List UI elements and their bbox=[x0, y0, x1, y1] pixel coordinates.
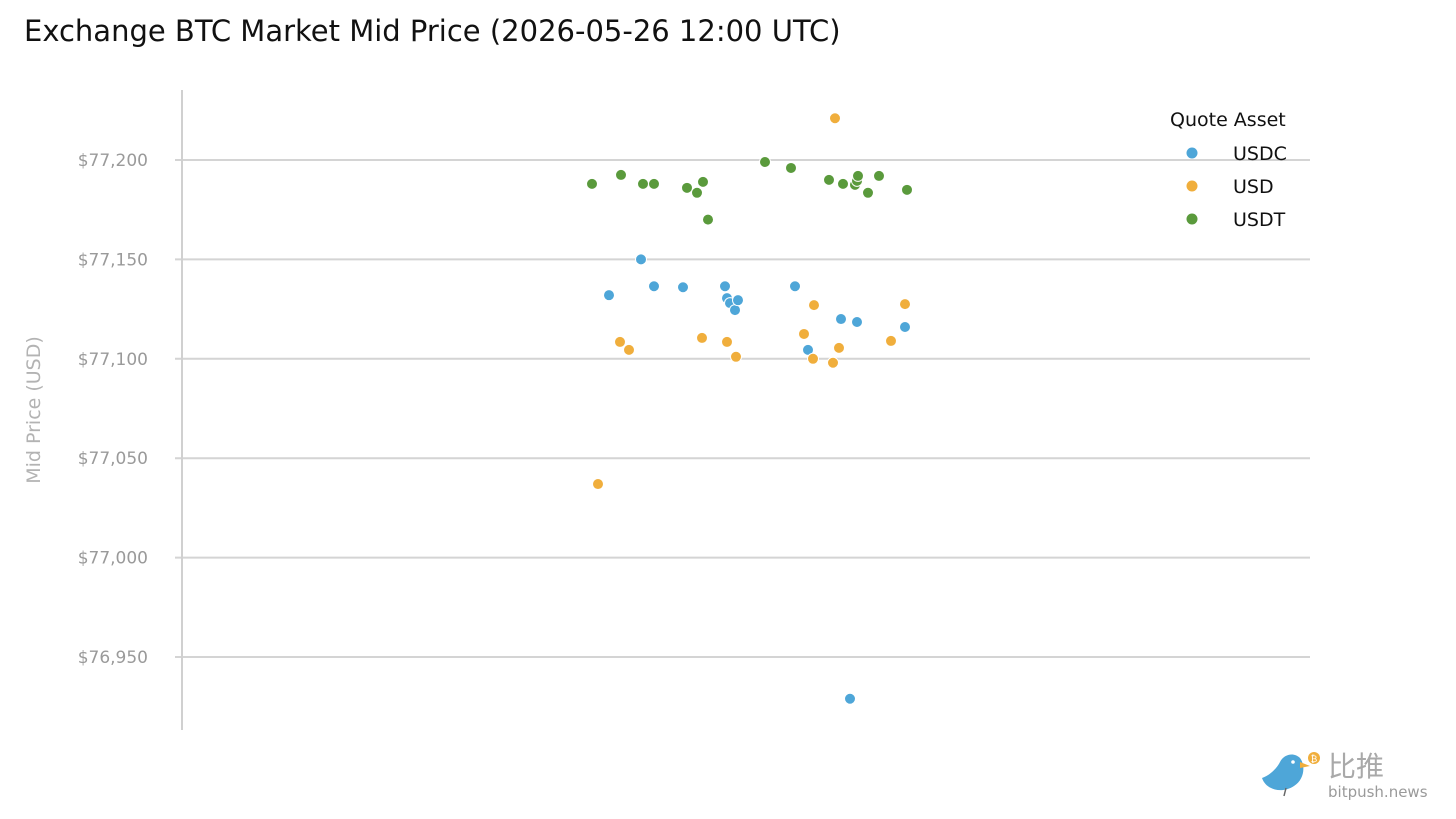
data-point-usdc bbox=[789, 280, 801, 293]
legend-label-usd: USD bbox=[1233, 176, 1274, 198]
data-point-usd bbox=[807, 352, 819, 365]
data-point-usd bbox=[829, 112, 841, 125]
data-point-usdc bbox=[732, 294, 744, 307]
data-point-usdc bbox=[844, 692, 856, 705]
data-point-usdt bbox=[852, 169, 864, 182]
watermark-name: 比推 bbox=[1328, 750, 1384, 783]
data-point-usd bbox=[614, 335, 626, 348]
data-point-usdt bbox=[702, 213, 714, 226]
data-point-usdt bbox=[785, 161, 797, 174]
data-point-usdc bbox=[648, 280, 660, 293]
gridlines bbox=[175, 159, 1310, 658]
legend-marker-usd bbox=[1186, 180, 1198, 192]
data-point-usd bbox=[885, 334, 897, 347]
legend-label-usdt: USDT bbox=[1233, 209, 1286, 231]
data-point-usd bbox=[899, 298, 911, 311]
data-point-usd bbox=[696, 331, 708, 344]
data-point-usd bbox=[623, 343, 635, 356]
data-point-usdt bbox=[823, 173, 835, 186]
data-point-usdt bbox=[901, 183, 913, 196]
watermark-url: bitpush.news bbox=[1328, 783, 1428, 801]
y-tick-label: $77,150 bbox=[78, 250, 148, 270]
data-point-usdt bbox=[862, 186, 874, 199]
data-point-usdc bbox=[851, 316, 863, 329]
data-point-usdc bbox=[729, 304, 741, 317]
data-point-usdt bbox=[697, 175, 709, 188]
y-tick-label: $77,100 bbox=[78, 350, 148, 370]
data-point-usd bbox=[833, 341, 845, 354]
legend-marker-usdt bbox=[1186, 213, 1198, 225]
data-point-usdc bbox=[802, 343, 814, 356]
data-point-usd bbox=[592, 478, 604, 491]
data-point-usdt bbox=[691, 186, 703, 199]
data-point-usdt bbox=[873, 169, 885, 182]
data-point-usd bbox=[808, 299, 820, 312]
legend-label-usdc: USDC bbox=[1233, 143, 1287, 165]
data-points bbox=[586, 112, 913, 705]
data-point-usd bbox=[721, 335, 733, 348]
data-point-usdt bbox=[615, 168, 627, 181]
data-point-usdt bbox=[648, 177, 660, 190]
y-tick-label: $77,200 bbox=[78, 151, 148, 171]
y-axis-label: Mid Price (USD) bbox=[23, 336, 45, 484]
y-tick-labels: $76,950 $77,000 $77,050 $77,100 $77,150 $77,2… bbox=[78, 151, 148, 668]
data-point-usdt bbox=[759, 155, 771, 168]
data-point-usdt bbox=[586, 177, 598, 190]
bird-logo-icon: ₿ bbox=[1262, 752, 1320, 797]
y-tick-label: $76,950 bbox=[78, 648, 148, 668]
data-point-usdc bbox=[719, 280, 731, 293]
data-point-usd bbox=[827, 356, 839, 369]
data-point-usdc bbox=[635, 253, 647, 266]
data-point-usdt bbox=[837, 177, 849, 190]
watermark: ₿ 比推 bitpush.news bbox=[1262, 750, 1428, 801]
y-tick-label: $77,000 bbox=[78, 549, 148, 569]
data-point-usdc bbox=[835, 313, 847, 326]
data-point-usdc bbox=[603, 289, 615, 302]
data-point-usdc bbox=[899, 320, 911, 333]
chart-title: Exchange BTC Market Mid Price (2026-05-2… bbox=[24, 14, 841, 48]
data-point-usdc bbox=[677, 281, 689, 294]
data-point-usdt bbox=[637, 177, 649, 190]
legend-title: Quote Asset bbox=[1170, 109, 1286, 131]
svg-text:₿: ₿ bbox=[1311, 754, 1318, 765]
data-point-usdt bbox=[681, 181, 693, 194]
data-point-usd bbox=[730, 350, 742, 363]
y-tick-label: $77,050 bbox=[78, 449, 148, 469]
legend-marker-usdc bbox=[1186, 147, 1198, 159]
legend: Quote Asset USDC USD USDT bbox=[1170, 109, 1287, 231]
data-point-usd bbox=[798, 327, 810, 340]
